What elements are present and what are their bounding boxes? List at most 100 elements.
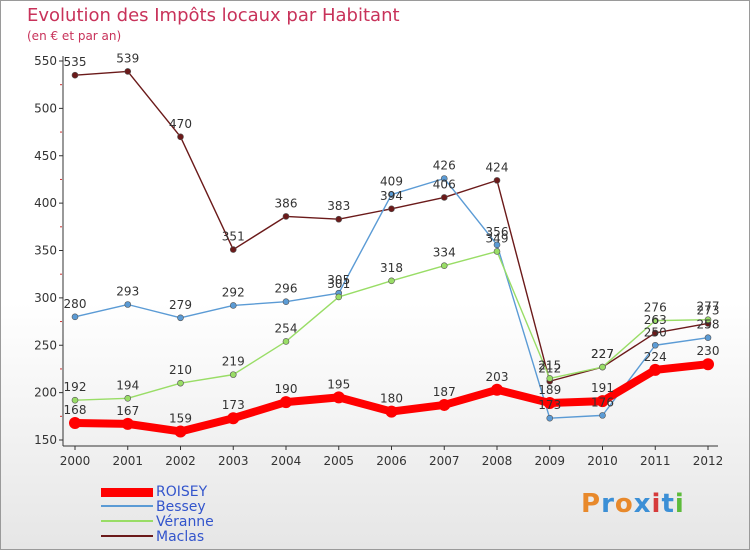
legend-swatch-veranne bbox=[101, 520, 153, 522]
data-label-bessey: 293 bbox=[116, 285, 139, 299]
legend-label-veranne: Véranne bbox=[156, 514, 214, 530]
logo-letter: i bbox=[651, 489, 662, 519]
data-point-roisey bbox=[69, 416, 81, 429]
data-point-bessey bbox=[71, 313, 79, 321]
logo-letter: r bbox=[601, 489, 615, 519]
data-point-roisey bbox=[649, 363, 662, 376]
data-label-roisey: 168 bbox=[64, 403, 87, 417]
x-tick-label: 2007 bbox=[429, 454, 460, 468]
data-label-vranne: 301 bbox=[327, 277, 350, 291]
data-point-bessey bbox=[599, 412, 606, 419]
data-point-roisey bbox=[385, 405, 398, 418]
chart-title: Evolution des Impôts locaux par Habitant bbox=[27, 5, 400, 26]
data-point-roisey bbox=[227, 412, 240, 425]
data-point-vranne bbox=[335, 293, 343, 301]
data-point-roisey bbox=[280, 396, 292, 409]
data-label-roisey: 159 bbox=[169, 411, 192, 425]
data-label-maclas: 424 bbox=[486, 160, 509, 174]
x-tick-label: 2000 bbox=[60, 454, 91, 468]
data-point-vranne bbox=[651, 317, 659, 324]
data-point-bessey bbox=[651, 341, 659, 349]
data-label-roisey: 189 bbox=[538, 383, 561, 397]
logo-letter: o bbox=[614, 489, 634, 519]
proxiti-logo: Proxiti bbox=[581, 489, 685, 519]
data-label-maclas: 535 bbox=[64, 55, 87, 69]
data-point-maclas bbox=[335, 215, 343, 223]
legend-swatch-maclas bbox=[101, 535, 153, 537]
y-tick-label: 550 bbox=[34, 54, 57, 68]
data-label-bessey: 279 bbox=[169, 298, 192, 312]
data-label-vranne: 276 bbox=[644, 301, 667, 315]
x-tick-label: 2001 bbox=[112, 454, 143, 468]
data-point-roisey bbox=[438, 398, 451, 411]
data-point-maclas bbox=[651, 329, 659, 337]
data-point-bessey bbox=[388, 191, 395, 198]
data-label-bessey: 258 bbox=[697, 318, 720, 332]
data-label-roisey: 230 bbox=[697, 344, 720, 358]
chart-subtitle: (en € et par an) bbox=[27, 29, 122, 43]
data-point-maclas bbox=[124, 68, 132, 75]
data-label-bessey: 250 bbox=[644, 325, 667, 339]
data-label-maclas: 351 bbox=[222, 230, 245, 244]
data-label-vranne: 215 bbox=[538, 358, 561, 372]
data-point-roisey bbox=[596, 395, 609, 408]
data-point-vranne bbox=[177, 379, 184, 387]
data-label-roisey: 203 bbox=[486, 370, 509, 384]
data-point-maclas bbox=[493, 177, 501, 184]
legend-label-bessey: Bessey bbox=[156, 499, 206, 515]
data-label-maclas: 212 bbox=[538, 361, 561, 375]
data-label-bessey: 356 bbox=[486, 225, 509, 239]
legend-label-maclas: Maclas bbox=[156, 529, 205, 545]
data-point-bessey bbox=[546, 414, 554, 422]
data-label-bessey: 305 bbox=[327, 273, 350, 287]
data-label-vranne: 349 bbox=[486, 231, 509, 245]
data-point-maclas bbox=[388, 205, 395, 213]
legend-label-roisey: ROISEY bbox=[156, 484, 208, 500]
data-label-vranne: 210 bbox=[169, 363, 192, 377]
x-tick-label: 2006 bbox=[376, 454, 407, 468]
data-point-roisey bbox=[332, 391, 345, 404]
data-label-maclas: 539 bbox=[116, 51, 139, 65]
data-label-roisey: 224 bbox=[644, 350, 667, 364]
y-tick-label: 150 bbox=[34, 433, 57, 447]
data-label-vranne: 192 bbox=[64, 380, 87, 394]
data-label-bessey: 176 bbox=[591, 395, 614, 409]
data-label-bessey: 296 bbox=[275, 282, 298, 296]
data-point-vranne bbox=[282, 338, 290, 345]
data-label-maclas: 263 bbox=[644, 313, 667, 327]
data-label-vranne: 227 bbox=[591, 347, 614, 361]
data-point-vranne bbox=[704, 316, 712, 323]
x-tick-label: 2011 bbox=[640, 454, 671, 468]
data-point-vranne bbox=[388, 277, 395, 285]
data-point-maclas bbox=[177, 133, 184, 141]
data-point-bessey bbox=[440, 175, 448, 182]
data-point-bessey bbox=[704, 334, 712, 341]
data-label-maclas: 386 bbox=[275, 196, 298, 210]
x-tick-label: 2008 bbox=[482, 454, 513, 468]
legend-swatch-bessey bbox=[101, 505, 153, 507]
data-label-roisey: 195 bbox=[327, 377, 350, 391]
data-point-roisey bbox=[543, 397, 556, 410]
x-tick-label: 2002 bbox=[165, 454, 196, 468]
data-label-roisey: 191 bbox=[591, 381, 614, 395]
data-point-bessey bbox=[229, 302, 237, 309]
logo-letter: P bbox=[581, 489, 602, 519]
logo-letter: x bbox=[633, 489, 652, 519]
logo-letter: i bbox=[674, 489, 685, 519]
data-label-maclas: 406 bbox=[433, 177, 456, 191]
data-label-maclas: 383 bbox=[327, 199, 350, 213]
y-tick-label: 450 bbox=[34, 149, 57, 163]
logo-letter: t bbox=[661, 489, 675, 519]
data-point-vranne bbox=[493, 248, 501, 255]
data-label-vranne: 219 bbox=[222, 355, 245, 369]
data-label-maclas: 227 bbox=[591, 347, 614, 361]
data-point-vranne bbox=[71, 396, 79, 404]
data-label-bessey: 173 bbox=[538, 398, 561, 412]
data-point-maclas bbox=[282, 213, 290, 220]
data-point-bessey bbox=[493, 241, 501, 249]
data-label-roisey: 180 bbox=[380, 392, 403, 406]
y-tick-label: 350 bbox=[34, 244, 57, 258]
data-label-roisey: 190 bbox=[275, 382, 298, 396]
